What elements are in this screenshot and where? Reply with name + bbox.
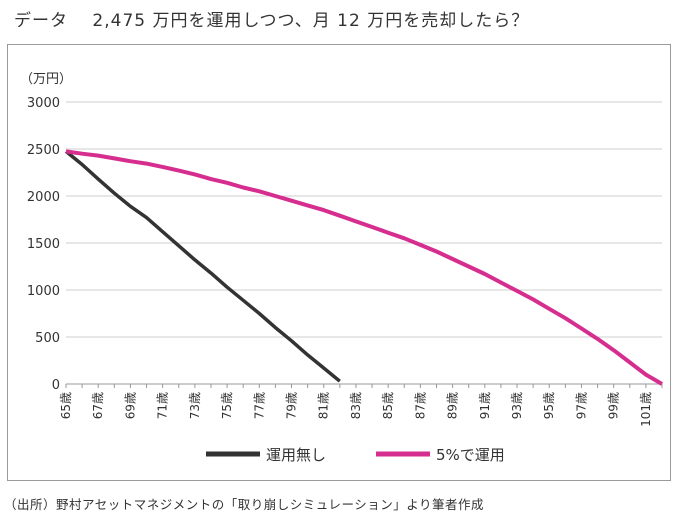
source-note: （出所）野村アセットマネジメントの「取り崩しシミュレーション」より筆者作成: [4, 497, 485, 512]
x-tick-label: 81歳: [317, 392, 331, 419]
series-line-1: [64, 150, 341, 383]
y-tick-label: 0: [52, 378, 60, 393]
x-tick-label: 87歳: [413, 392, 427, 419]
x-tick-label: 73歳: [188, 392, 202, 419]
legend-label-2: 5%で運用: [436, 446, 505, 464]
y-tick-label: 2000: [27, 190, 60, 205]
chart-title: データ 2,475 万円を運用しつつ、月 12 万円を売却したら？: [14, 11, 530, 31]
series-line-2: [65, 149, 664, 386]
chart-frame: 0 500 1000 1500 2000 2500 3000 （万円） 65歳 67歳 69歳 7…: [7, 44, 671, 481]
x-tick-label: 99歳: [607, 392, 621, 419]
x-axis-ticks: 65歳 67歳 69歳 71歳 73歳 75歳 77歳 79歳 81歳 83歳 85歳 87歳 89歳 9…: [59, 384, 663, 427]
x-tick-label: 95歳: [542, 392, 556, 419]
x-tick-label: 69歳: [123, 392, 137, 419]
x-tick-label: 67歳: [91, 392, 105, 419]
x-tick-label: 89歳: [446, 392, 460, 419]
legend: 運用無し 5%で運用: [206, 446, 505, 464]
x-tick-label: 79歳: [285, 392, 299, 419]
x-tick-label: 71歳: [156, 392, 170, 419]
y-tick-label: 2500: [27, 143, 60, 158]
y-axis-ticks: 0 500 1000 1500 2000 2500 3000: [27, 96, 60, 393]
x-tick-label: 85歳: [381, 392, 395, 419]
y-tick-label: 1500: [27, 237, 60, 252]
x-tick-label: 83歳: [349, 392, 363, 419]
x-tick-label: 65歳: [59, 392, 73, 419]
x-tick-label: 97歳: [574, 392, 588, 419]
gridlines: [66, 101, 662, 385]
y-axis-label: （万円）: [20, 72, 72, 87]
x-tick-label: 101歳: [639, 392, 653, 427]
x-tick-label: 77歳: [252, 392, 266, 419]
x-tick-label: 91歳: [478, 392, 492, 419]
legend-label-1: 運用無し: [266, 446, 326, 464]
x-tick-label: 75歳: [220, 392, 234, 419]
y-tick-label: 3000: [27, 96, 60, 111]
y-tick-label: 1000: [27, 284, 60, 299]
series-lines: [64, 149, 664, 386]
x-tick-label: 93歳: [510, 392, 524, 419]
y-tick-label: 500: [35, 331, 60, 346]
line-chart: 0 500 1000 1500 2000 2500 3000 （万円） 65歳 67歳 69歳 7…: [20, 72, 664, 464]
